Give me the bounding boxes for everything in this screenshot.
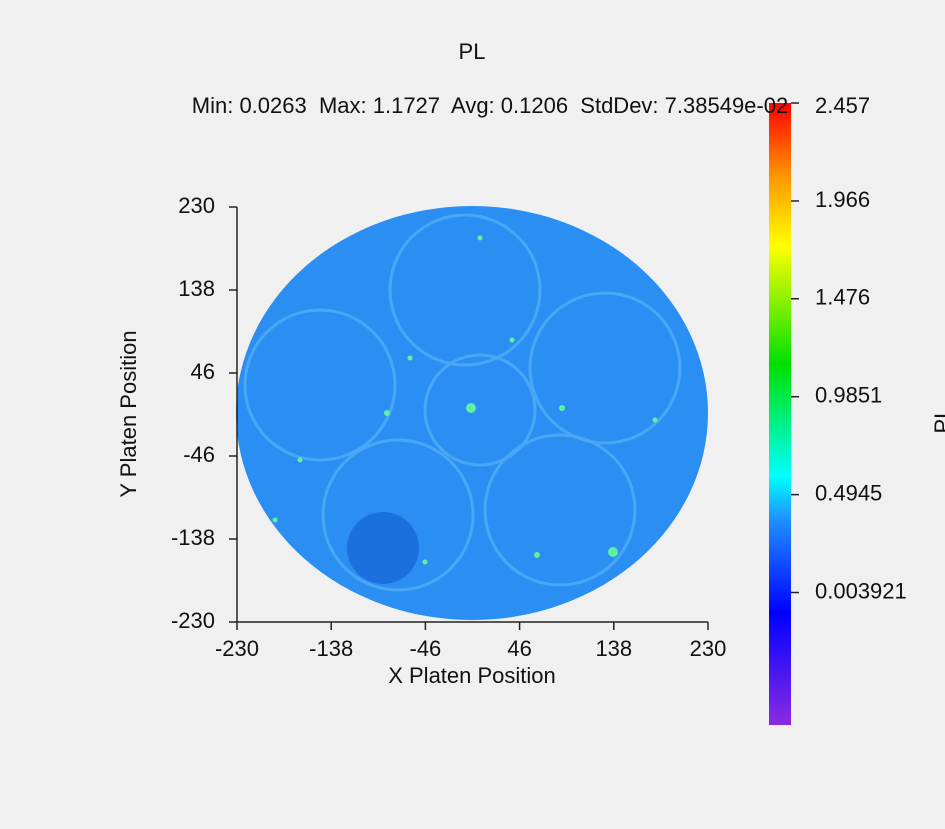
colorbar-label: PL (930, 407, 945, 434)
colorbar-tick-label: 1.476 (815, 285, 870, 310)
x-tick-label: 138 (595, 636, 632, 661)
x-tick-label: 46 (507, 636, 531, 661)
colorbar-tick-label: 0.9851 (815, 383, 882, 408)
x-axis-label: X Platen Position (388, 663, 556, 688)
y-tick-label: 230 (178, 193, 215, 218)
x-tick-label: -138 (309, 636, 353, 661)
y-tick-label: -138 (171, 525, 215, 550)
y-tick-label: 46 (191, 359, 215, 384)
y-tick-label: -46 (183, 442, 215, 467)
colorbar-tick-label: 0.4945 (815, 480, 882, 505)
colorbar-tick-label: 0.003921 (815, 578, 907, 603)
y-tick-label: 138 (178, 276, 215, 301)
chart-title: PL (459, 39, 486, 64)
y-tick-label: -230 (171, 608, 215, 633)
colorbar-tick-label: 2.457 (815, 93, 870, 118)
stats-line: Min: 0.0263 Max: 1.1727 Avg: 0.1206 StdD… (192, 93, 788, 118)
x-tick-label: -46 (410, 636, 442, 661)
colorbar (769, 103, 791, 725)
colorbar-tick-label: 1.966 (815, 187, 870, 212)
x-tick-label: -230 (215, 636, 259, 661)
y-axis-label: Y Platen Position (116, 330, 141, 497)
wafer-image (236, 206, 708, 620)
x-tick-label: 230 (690, 636, 727, 661)
